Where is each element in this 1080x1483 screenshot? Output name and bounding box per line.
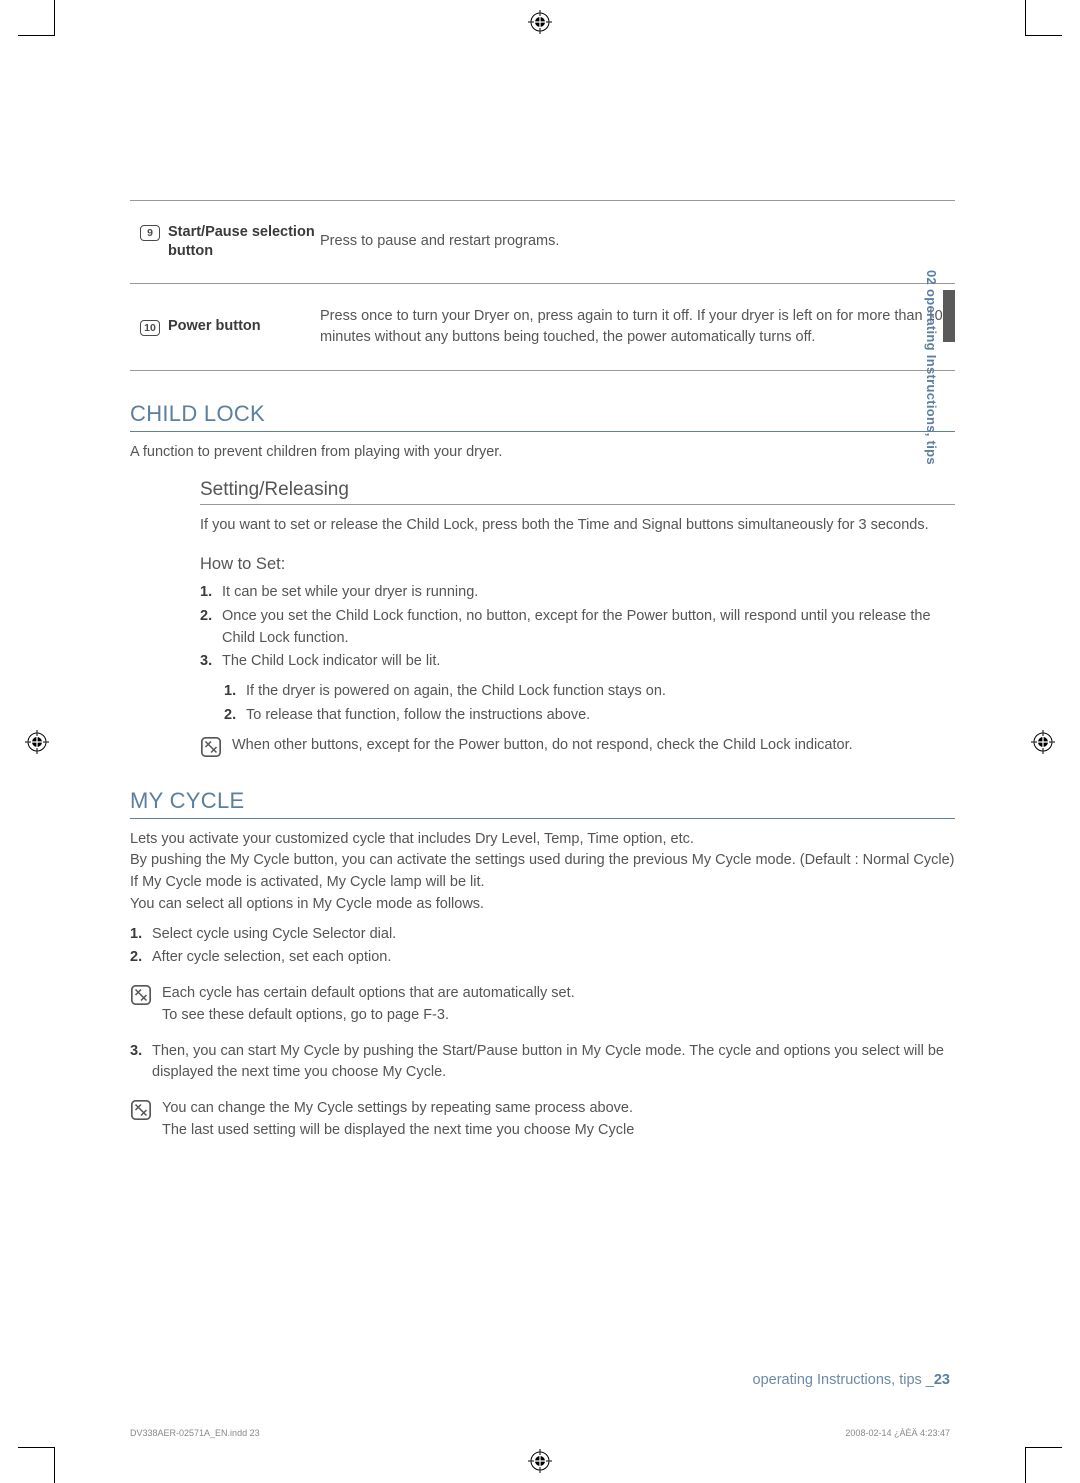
row-description: Press once to turn your Dryer on, press … [320, 306, 955, 348]
step-text: Once you set the Child Lock function, no… [222, 608, 931, 646]
step-text: The Child Lock indicator will be lit. [222, 653, 440, 669]
paragraph: If My Cycle mode is activated, My Cycle … [130, 872, 955, 894]
step-text: It can be set while your dryer is runnin… [222, 584, 478, 600]
table-row: 9 Start/Pause selection button Press to … [130, 201, 955, 284]
step-text: If the dryer is powered on again, the Ch… [246, 683, 666, 699]
registration-mark-icon [25, 730, 49, 754]
nested-steps: 1.If the dryer is powered on again, the … [224, 681, 955, 727]
tab-marker [943, 290, 955, 342]
note: Each cycle has certain default options t… [130, 983, 955, 1027]
mycycle-steps: 1.Select cycle using Cycle Selector dial… [130, 924, 955, 970]
side-tab: 02 operating Instructions, tips [917, 270, 955, 595]
note-text: When other buttons, except for the Power… [232, 735, 853, 757]
print-timestamp: 2008-02-14 ¿ÀÈÄ 4:23:47 [845, 1428, 950, 1438]
note-line: Each cycle has certain default options t… [162, 985, 575, 1001]
paragraph: You can select all options in My Cycle m… [130, 894, 955, 916]
step-text: Then, you can start My Cycle by pushing … [152, 1043, 944, 1081]
child-lock-title: CHILD LOCK [130, 401, 955, 432]
row-label: Start/Pause selection button [168, 223, 320, 261]
note: When other buttons, except for the Power… [200, 735, 955, 758]
button-table: 9 Start/Pause selection button Press to … [130, 200, 955, 371]
crop-mark [1025, 1448, 1026, 1483]
crop-mark [54, 1448, 55, 1483]
row-number: 10 [140, 320, 160, 336]
row-number: 9 [140, 225, 160, 241]
paragraph: By pushing the My Cycle button, you can … [130, 850, 955, 872]
page-footer: operating Instructions, tips _23 [753, 1372, 951, 1388]
note-line: To see these default options, go to page… [162, 1007, 449, 1023]
list-item: 1.It can be set while your dryer is runn… [200, 582, 955, 604]
note-line: You can change the My Cycle settings by … [162, 1100, 633, 1116]
setting-releasing-body: If you want to set or release the Child … [200, 515, 955, 537]
paragraph: Lets you activate your customized cycle … [130, 829, 955, 851]
step-text: Select cycle using Cycle Selector dial. [152, 926, 396, 942]
registration-mark-icon [1031, 730, 1055, 754]
list-item: 1.If the dryer is powered on again, the … [224, 681, 955, 703]
child-lock-intro: A function to prevent children from play… [130, 442, 955, 464]
crop-mark [1025, 35, 1062, 36]
how-to-set-title: How to Set: [200, 555, 955, 574]
my-cycle-title: MY CYCLE [130, 788, 955, 819]
how-to-steps: 1.It can be set while your dryer is runn… [200, 582, 955, 673]
mycycle-step3: 3.Then, you can start My Cycle by pushin… [130, 1041, 955, 1085]
page-number: 23 [934, 1372, 950, 1388]
note-icon [130, 1099, 152, 1121]
note-line: The last used setting will be displayed … [162, 1122, 634, 1138]
crop-mark [18, 1447, 55, 1448]
print-footer: DV338AER-02571A_EN.indd 23 2008-02-14 ¿À… [130, 1428, 950, 1438]
list-item: 1.Select cycle using Cycle Selector dial… [130, 924, 955, 946]
note-icon [200, 736, 222, 758]
registration-mark-icon [528, 10, 552, 34]
list-item: 3.Then, you can start My Cycle by pushin… [130, 1041, 955, 1085]
list-item: 3.The Child Lock indicator will be lit. [200, 651, 955, 673]
step-text: To release that function, follow the ins… [246, 707, 590, 723]
row-description: Press to pause and restart programs. [320, 231, 955, 252]
print-file: DV338AER-02571A_EN.indd 23 [130, 1428, 260, 1438]
table-row: 10 Power button Press once to turn your … [130, 284, 955, 371]
crop-mark [1025, 0, 1026, 35]
footer-text: operating Instructions, tips _ [753, 1372, 934, 1388]
crop-mark [54, 0, 55, 35]
note-icon [130, 984, 152, 1006]
list-item: 2.After cycle selection, set each option… [130, 947, 955, 969]
list-item: 2.Once you set the Child Lock function, … [200, 606, 955, 650]
note: You can change the My Cycle settings by … [130, 1098, 955, 1142]
tab-label: 02 operating Instructions, tips [924, 270, 939, 465]
note-text: Each cycle has certain default options t… [162, 983, 575, 1027]
setting-releasing-title: Setting/Releasing [200, 479, 955, 505]
row-label: Power button [168, 317, 261, 336]
step-text: After cycle selection, set each option. [152, 949, 391, 965]
list-item: 2.To release that function, follow the i… [224, 705, 955, 727]
registration-mark-icon [528, 1449, 552, 1473]
crop-mark [18, 35, 55, 36]
crop-mark [1025, 1447, 1062, 1448]
note-text: You can change the My Cycle settings by … [162, 1098, 634, 1142]
